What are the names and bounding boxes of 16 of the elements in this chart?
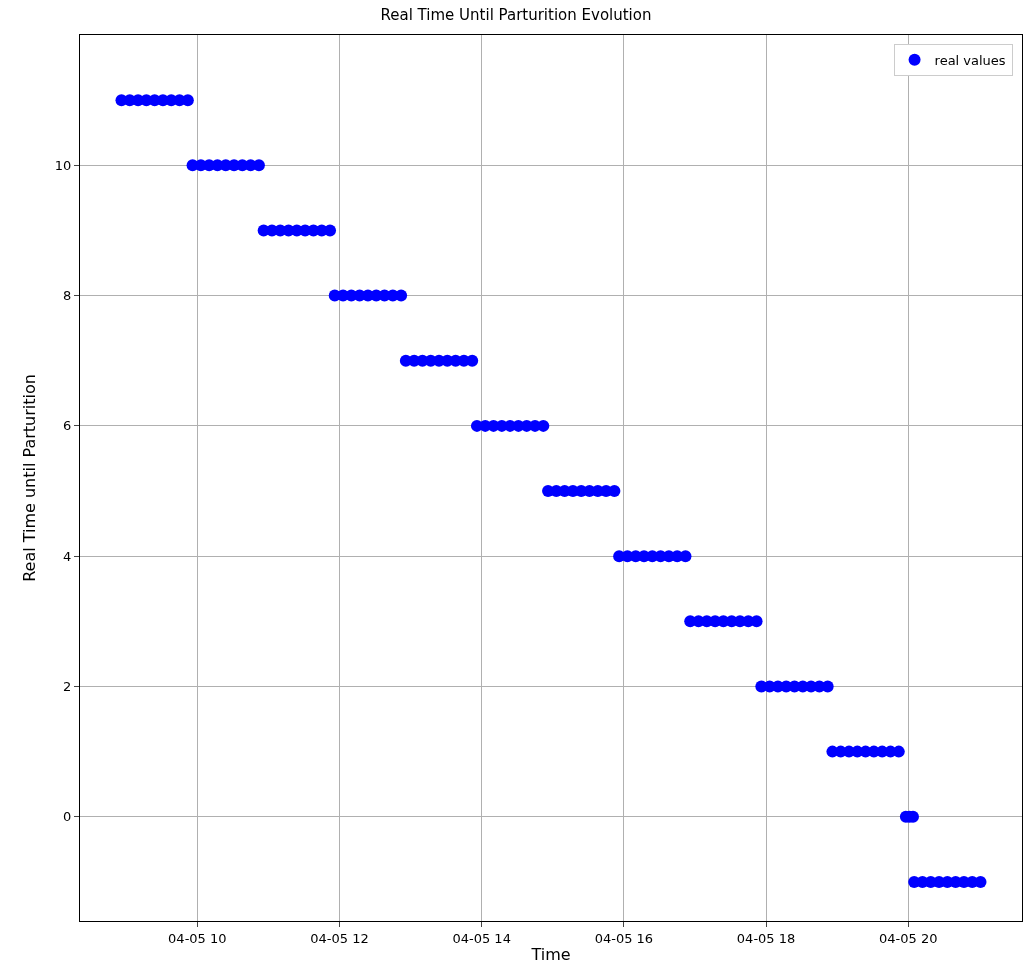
- y-tick-label: 0: [63, 809, 72, 825]
- x-tick-label: 04-05 20: [879, 930, 938, 946]
- y-tick-label: 2: [63, 679, 72, 695]
- y-tick-label: 6: [63, 418, 72, 434]
- x-tick-label: 04-05 10: [168, 930, 227, 946]
- chart-title: Real Time Until Parturition Evolution: [380, 6, 652, 25]
- x-tick-label: 04-05 18: [736, 930, 796, 946]
- x-tick-label: 04-05 14: [452, 930, 511, 946]
- y-tick-label: 8: [63, 288, 72, 304]
- y-tick-label: 4: [63, 548, 72, 564]
- x-axis-title: Time: [530, 945, 571, 965]
- legend-label: real values: [934, 52, 1006, 68]
- y-axis-title: Real Time until Parturition: [19, 374, 39, 582]
- x-tick-label: 04-05 16: [594, 930, 654, 946]
- y-tick-label: 10: [54, 157, 72, 173]
- x-tick-label: 04-05 12: [310, 930, 369, 946]
